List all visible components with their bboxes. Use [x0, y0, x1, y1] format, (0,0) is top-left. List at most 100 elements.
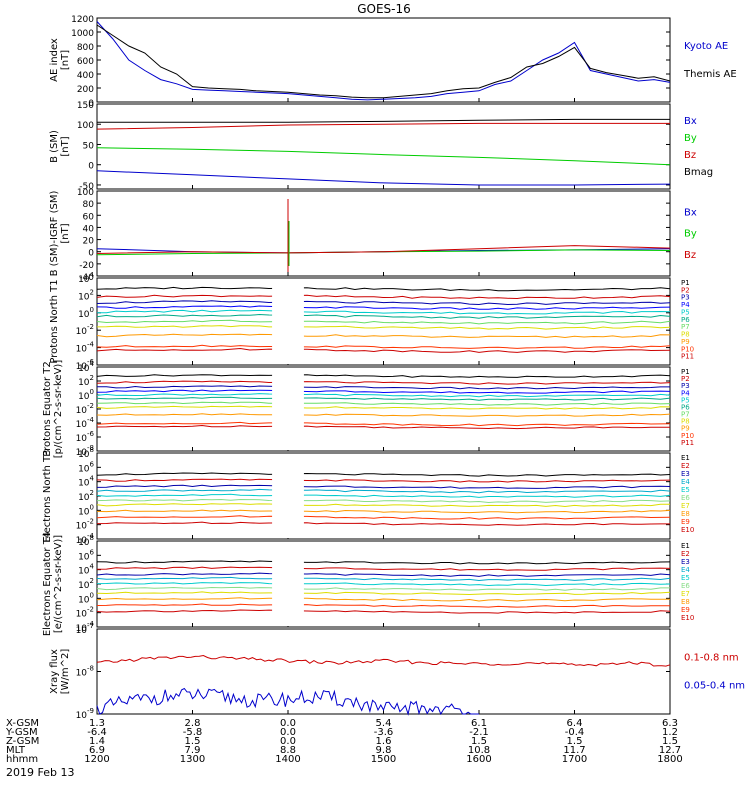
legend-bz: Bz	[684, 150, 696, 161]
flux-e6	[96, 498, 671, 504]
legend-p5: P5	[681, 308, 690, 316]
flux-e2	[96, 566, 671, 571]
flux-p9	[96, 413, 671, 417]
flux-e5	[96, 582, 671, 587]
flux-p8	[96, 325, 671, 330]
flux-e10	[96, 521, 670, 526]
xaxis-cell: 1500	[371, 754, 396, 765]
flux-e3	[96, 484, 671, 489]
ytick-label: 106	[78, 548, 94, 562]
xaxis-cell: -5.8	[183, 727, 203, 738]
legend-bmag: Bmag	[684, 167, 713, 178]
flux-e6	[96, 586, 670, 591]
plot-title: GOES-16	[357, 2, 411, 16]
panel-ylabel: B (SM)[nT]	[49, 130, 71, 163]
xaxis-cell: 12.7	[659, 745, 681, 756]
flux-e2	[96, 478, 671, 483]
ytick-label: 102	[78, 288, 94, 302]
ytick-label: 40	[83, 224, 95, 234]
panel-ylabel: Xray flux[W/m^2]	[49, 649, 71, 695]
data-gap	[272, 454, 304, 538]
flux-p11	[96, 424, 671, 430]
ytick-label: 100	[77, 188, 94, 198]
legend-bz: Bz	[684, 250, 696, 261]
legend-e3: E3	[681, 558, 690, 566]
panel-6: Electrons North T3 10810610410210010-210-…	[42, 446, 694, 546]
ytick-label: 100	[78, 306, 94, 320]
flux-p8	[96, 405, 671, 410]
legend-p5: P5	[681, 396, 690, 404]
legend-p3: P3	[681, 294, 690, 302]
legend-p11: P11	[681, 353, 694, 361]
ytick-label: 0	[88, 99, 94, 109]
xaxis-cell: 6.3	[662, 718, 678, 729]
legend-e6: E6	[681, 494, 690, 502]
flux-p9	[96, 333, 671, 339]
ytick-label: 100	[78, 388, 94, 402]
xaxis-cell: 1.5	[471, 736, 487, 747]
ytick-label: 100	[78, 503, 94, 517]
xaxis-cell: 9.8	[376, 745, 392, 756]
ytick-label: 0	[88, 162, 94, 172]
series-kyoto-ae	[96, 21, 671, 101]
legend-e2: E2	[681, 550, 690, 558]
ytick-label: 106	[78, 460, 94, 474]
ytick-label: 150	[77, 101, 94, 111]
xaxis-cell: 0.0	[280, 727, 296, 738]
xaxis-cell: -3.6	[374, 727, 394, 738]
xaxis-cell: 1.5	[662, 736, 678, 747]
flux-e7	[96, 591, 671, 596]
ytick-label: 10-6	[76, 430, 95, 444]
xaxis-cell: 1.2	[662, 727, 678, 738]
xaxis-cell: 1300	[180, 754, 205, 765]
flux-p1	[96, 374, 671, 378]
flux-p2	[96, 294, 671, 300]
panel-ylabel: Electrons Equator T4[e/(cm^2-s-sr-keV)]	[42, 532, 64, 636]
series-0-1-0-8-nm	[96, 654, 671, 667]
ytick-label: 20	[83, 237, 95, 247]
xaxis-cell: 6.9	[89, 745, 105, 756]
panel-8: Xray flux[W/m^2]10-710-810-90.1-0.8 nm0.…	[49, 622, 745, 721]
legend-p10: P10	[681, 432, 694, 440]
legend-p8: P8	[681, 331, 690, 339]
xaxis-cell: 1.6	[376, 736, 392, 747]
xaxis-cell: 1200	[84, 754, 109, 765]
xaxis-cell: -6.4	[87, 727, 107, 738]
ytick-label: -50	[79, 182, 94, 192]
ytick-label: 10-8	[76, 665, 94, 679]
legend-0-1-0-8-nm: 0.1-0.8 nm	[684, 652, 739, 663]
legend-bx: Bx	[684, 207, 697, 218]
flux-p6	[96, 396, 671, 401]
legend-p3: P3	[681, 382, 690, 390]
legend-p2: P2	[681, 375, 690, 383]
legend-by: By	[684, 229, 697, 240]
xaxis-cell: 6.1	[471, 718, 487, 729]
xaxis-cell: 1.4	[89, 736, 105, 747]
series-bx	[96, 170, 671, 186]
panel-1: AE index[nT] 0 200 400 600 800 1000 1200 Kyoto A…	[49, 15, 737, 109]
xaxis-rowlabel-z-gsm: Z-GSM	[6, 736, 39, 747]
panel-ylabel: B (SM)-IGRF (SM)[nT]	[49, 191, 71, 277]
legend-e3: E3	[681, 470, 690, 478]
legend-p1: P1	[681, 368, 690, 376]
flux-p2	[96, 380, 671, 385]
ytick-label: 104	[78, 475, 94, 489]
legend-e8: E8	[681, 510, 690, 518]
xaxis-cell: 1.5	[567, 736, 583, 747]
legend-bx: Bx	[684, 116, 697, 127]
ytick-label: 10-2	[76, 402, 94, 416]
legend-p7: P7	[681, 323, 690, 331]
ytick-label: 50	[83, 141, 95, 151]
flux-p7	[96, 401, 671, 406]
flux-p7	[96, 319, 671, 325]
legend-p6: P6	[681, 316, 690, 324]
ytick-label: 100	[78, 591, 94, 605]
legend-p2: P2	[681, 286, 690, 294]
panel-frame	[96, 628, 671, 715]
xaxis-cell: 10.8	[468, 745, 490, 756]
legend-p6: P6	[681, 403, 690, 411]
flux-e8	[96, 509, 671, 514]
flux-e7	[96, 503, 670, 508]
ytick-label: 102	[78, 577, 94, 591]
xaxis-cell: 1400	[275, 754, 300, 765]
